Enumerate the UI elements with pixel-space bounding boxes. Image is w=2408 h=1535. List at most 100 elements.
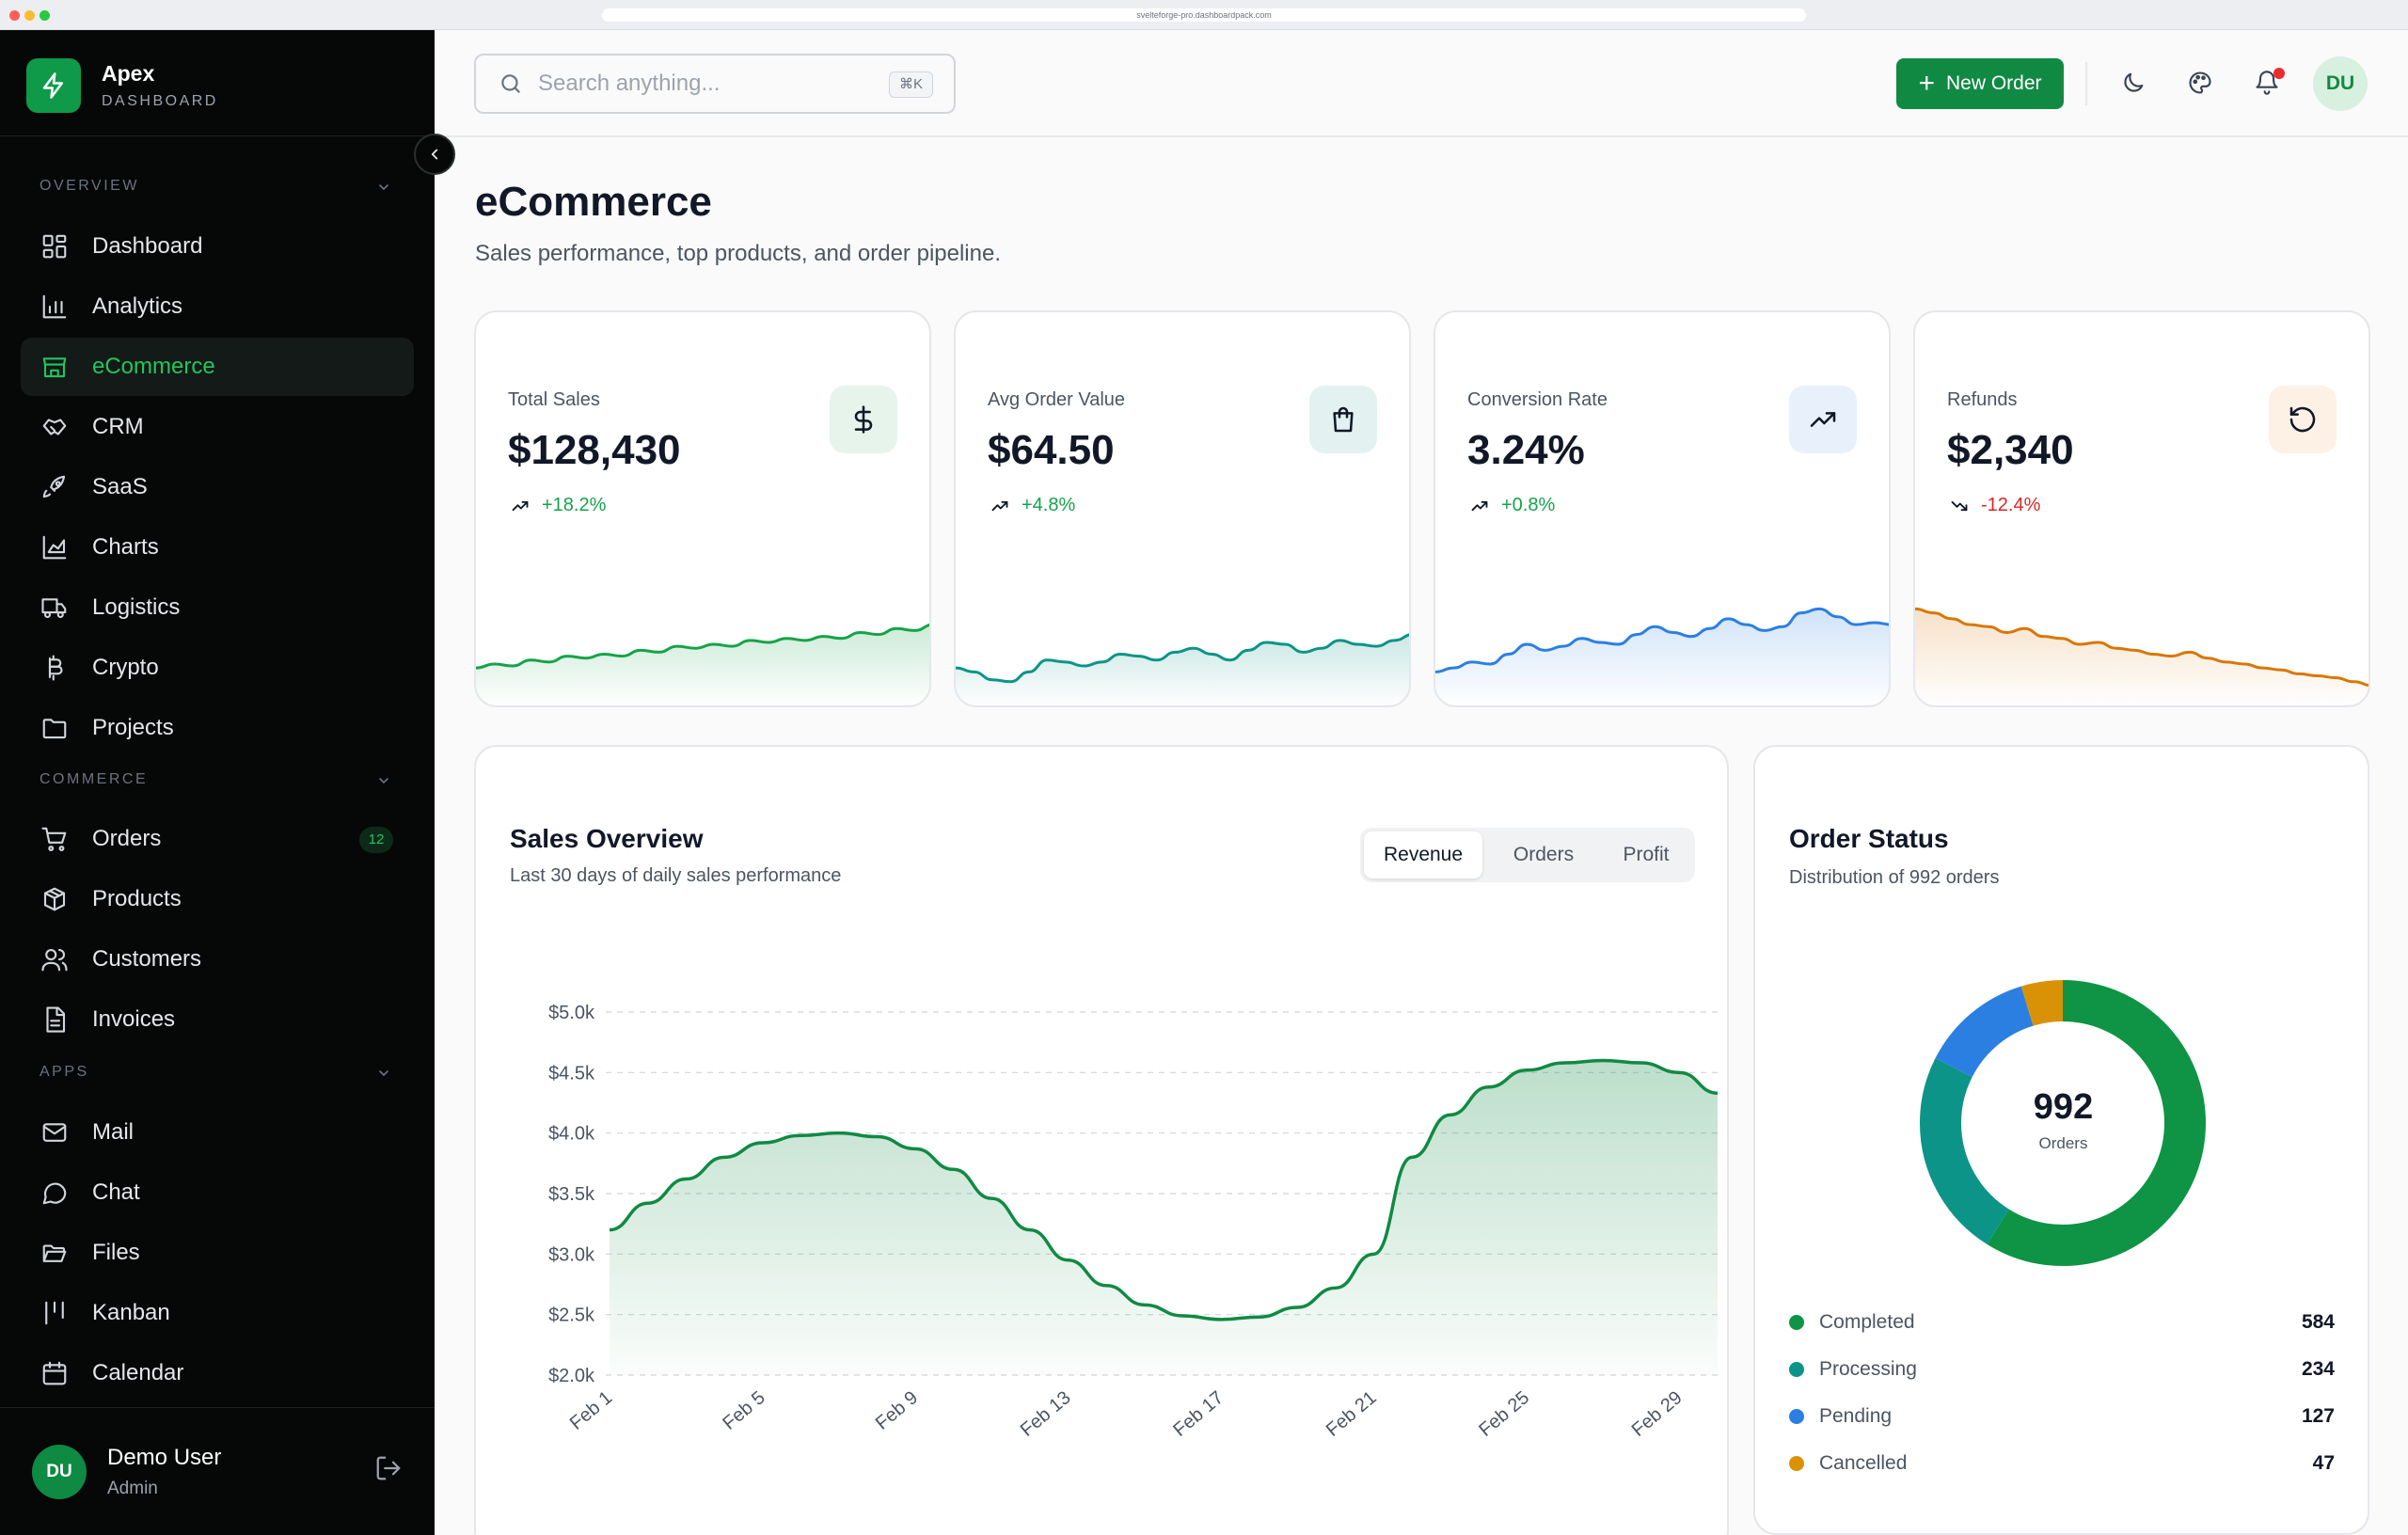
legend-item-completed: Completed 584	[1789, 1308, 2335, 1337]
sidebar-item-mail[interactable]: Mail	[21, 1103, 414, 1162]
section-label-overview: OVERVIEW	[40, 178, 139, 194]
sparkline-line	[956, 633, 1409, 684]
url-bar[interactable]: svelteforge-pro.dashboardpack.com	[602, 8, 1806, 22]
mail-icon	[40, 1117, 70, 1147]
sidebar-item-saas[interactable]: SaaS	[21, 458, 414, 516]
sidebar-item-products[interactable]: Products	[21, 870, 414, 928]
sidebar-item-crm[interactable]: CRM	[21, 398, 414, 456]
user-role: Admin	[107, 1479, 158, 1498]
logout-icon[interactable]	[374, 1454, 406, 1486]
calendar-icon	[40, 1358, 70, 1388]
chevron-down-icon[interactable]	[376, 1066, 391, 1081]
brand[interactable]: Apex DASHBOARD	[26, 58, 218, 113]
header-avatar[interactable]: DU	[2313, 56, 2368, 111]
sidebar-item-crypto[interactable]: Crypto	[21, 639, 414, 697]
sidebar-item-customers[interactable]: Customers	[21, 930, 414, 989]
palette-icon[interactable]	[2183, 66, 2217, 100]
sparkline-area	[1435, 609, 1889, 705]
stat-card-refunds: Refunds $2,340 -12.4%	[1913, 310, 2370, 707]
close-window-dot[interactable]	[9, 10, 20, 21]
sidebar-item-label: eCommerce	[92, 354, 215, 379]
bell-icon[interactable]	[2250, 66, 2284, 100]
sidebar-item-calendar[interactable]: Calendar	[21, 1344, 414, 1402]
folder-icon	[40, 713, 70, 743]
tab-orders[interactable]: Orders	[1513, 844, 1575, 865]
sidebar-item-kanban[interactable]: Kanban	[21, 1284, 414, 1342]
sidebar-item-label: Calendar	[92, 1360, 184, 1385]
sidebar-item-ecommerce[interactable]: eCommerce	[21, 338, 414, 396]
sidebar-item-chat[interactable]: Chat	[21, 1163, 414, 1222]
sidebar-item-label: Kanban	[92, 1300, 170, 1325]
order-status-title: Order Status	[1789, 824, 1949, 853]
new-order-button[interactable]: + New Order	[1896, 58, 2064, 109]
sidebar-item-label: CRM	[92, 414, 144, 439]
donut-segment-processing[interactable]	[1920, 980, 2206, 1266]
user-avatar[interactable]: DU	[32, 1445, 87, 1499]
legend-item-cancelled: Cancelled 47	[1789, 1449, 2335, 1478]
header-separator	[2085, 62, 2087, 105]
trend-up-icon	[1471, 500, 1488, 511]
search-input[interactable]	[538, 71, 877, 97]
x-tick-label: Feb 9	[872, 1387, 922, 1434]
browser-chrome: svelteforge-pro.dashboardpack.com	[0, 0, 2408, 30]
donut-total: 992	[2033, 1087, 2094, 1127]
shopping-bag-icon	[1309, 386, 1377, 453]
y-tick-label: $4.0k	[548, 1124, 595, 1145]
collapse-sidebar-button[interactable]	[414, 134, 455, 175]
search-box[interactable]: ⌘K	[474, 54, 956, 114]
stat-change: +0.8%	[1467, 495, 1555, 516]
tab-profit[interactable]: Profit	[1623, 844, 1670, 865]
revenue-area	[610, 1060, 1718, 1375]
x-tick-label: Feb 5	[719, 1387, 768, 1434]
tab-revenue[interactable]: Revenue	[1364, 831, 1482, 878]
sidebar-item-logistics[interactable]: Logistics	[21, 578, 414, 637]
sidebar-item-orders[interactable]: Orders 12	[21, 810, 414, 868]
sparkline-area	[1915, 609, 2368, 705]
sparkline	[956, 633, 1409, 705]
sidebar-divider	[0, 135, 435, 136]
maximize-window-dot[interactable]	[40, 10, 50, 21]
minimize-window-dot[interactable]	[24, 10, 35, 21]
y-tick-label: $5.0k	[548, 1003, 595, 1023]
sparkline	[1435, 607, 1889, 705]
chevron-down-icon[interactable]	[376, 180, 391, 195]
order-status-card: Order Status Distribution of 992 orders …	[1753, 745, 2369, 1535]
sidebar-item-charts[interactable]: Charts	[21, 518, 414, 577]
stat-value: $2,340	[1947, 427, 2074, 473]
sidebar-item-files[interactable]: Files	[21, 1224, 414, 1282]
handshake-icon	[40, 412, 70, 442]
legend-name: Pending	[1819, 1405, 1893, 1427]
sidebar-item-label: Chat	[92, 1179, 140, 1205]
sidebar-item-dashboard[interactable]: Dashboard	[21, 217, 414, 276]
stat-change-value: +0.8%	[1501, 495, 1556, 515]
sparkline-line	[1435, 607, 1889, 673]
stat-change: -12.4%	[1947, 495, 2040, 516]
sidebar-item-analytics[interactable]: Analytics	[21, 277, 414, 336]
section-label-commerce: COMMERCE	[40, 771, 149, 787]
sidebar-item-projects[interactable]: Projects	[21, 699, 414, 757]
brand-name: Apex	[102, 61, 155, 86]
stat-change: +18.2%	[508, 495, 606, 516]
legend-dot	[1789, 1315, 1804, 1330]
stat-card-conversion-rate: Conversion Rate 3.24% +0.8%	[1434, 310, 1891, 707]
legend-item-pending: Pending 127	[1789, 1402, 2335, 1431]
sidebar-item-label: Logistics	[92, 594, 181, 620]
section-label-apps: APPS	[40, 1064, 89, 1080]
sparkline-area	[476, 625, 929, 705]
page-title: eCommerce	[475, 179, 712, 225]
sales-overview-card: Sales Overview Last 30 days of daily sal…	[474, 745, 1729, 1535]
chevron-down-icon[interactable]	[376, 773, 391, 788]
sales-tabs: Revenue Orders Profit	[1360, 828, 1695, 882]
x-tick-label: Feb 21	[1323, 1387, 1381, 1441]
stat-card-total-sales: Total Sales $128,430 +18.2%	[474, 310, 931, 707]
grid-icon	[40, 231, 70, 261]
sidebar-item-invoices[interactable]: Invoices	[21, 990, 414, 1049]
sidebar-item-label: Dashboard	[92, 233, 203, 259]
revenue-line	[609, 1058, 1719, 1321]
sparkline-line	[1915, 607, 2368, 688]
rocket-icon	[40, 472, 70, 502]
moon-icon[interactable]	[2116, 66, 2150, 100]
order-status-donut	[1920, 980, 2206, 1266]
donut-segment-cancelled[interactable]	[1920, 980, 2206, 1266]
main-content: eCommerce Sales performance, top product…	[435, 137, 2408, 1535]
